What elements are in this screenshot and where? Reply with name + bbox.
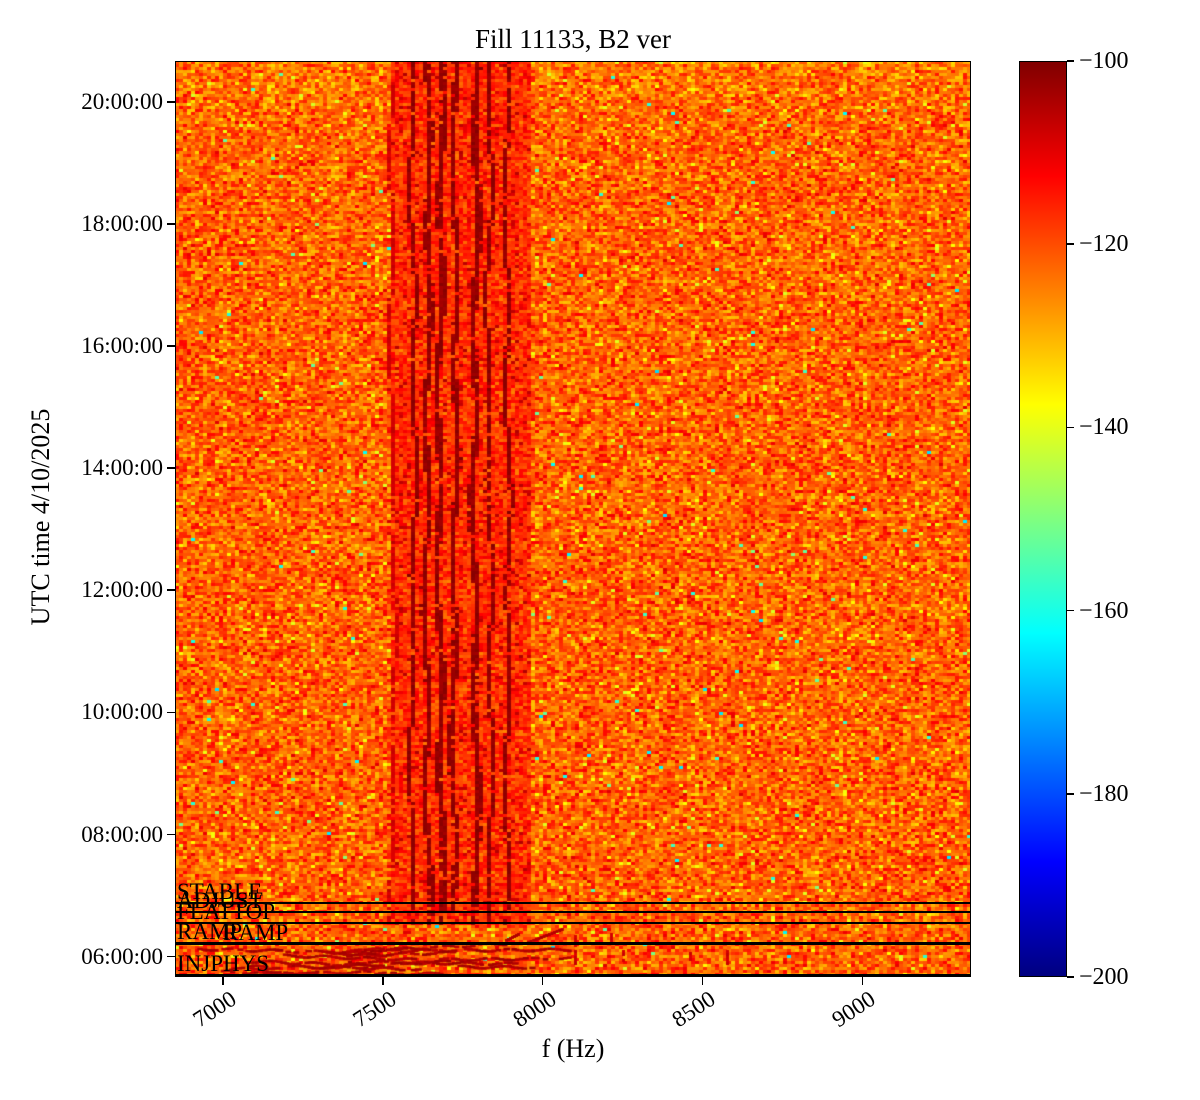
beam-mode-line-stable bbox=[175, 901, 971, 904]
y-axis-tick-mark bbox=[167, 955, 175, 958]
y-axis-tick-label: 14:00:00 bbox=[81, 455, 163, 481]
y-axis-tick-label: 08:00:00 bbox=[81, 821, 163, 847]
x-axis-tick-mark bbox=[541, 977, 544, 985]
x-axis-label: f (Hz) bbox=[541, 1034, 605, 1063]
colorbar-tick-mark bbox=[1067, 60, 1074, 62]
colorbar-tick-mark bbox=[1067, 243, 1074, 245]
y-axis-tick-label: 18:00:00 bbox=[81, 210, 163, 236]
colorbar-tick-label: −120 bbox=[1079, 231, 1129, 258]
colorbar-tick-label: −200 bbox=[1079, 964, 1129, 990]
colorbar-tick-label: −180 bbox=[1079, 780, 1129, 807]
y-axis-tick-label: 12:00:00 bbox=[81, 577, 163, 603]
beam-mode-line-adjust bbox=[175, 910, 971, 913]
y-axis-tick-mark bbox=[167, 833, 175, 836]
y-axis-tick-mark bbox=[167, 100, 175, 103]
x-axis-tick-mark bbox=[222, 977, 224, 985]
colorbar-tick-mark bbox=[1067, 793, 1074, 795]
beam-mode-line-ramp bbox=[175, 943, 971, 946]
y-axis-tick-mark bbox=[167, 467, 175, 469]
colorbar-tick-label: −160 bbox=[1079, 597, 1129, 624]
beam-mode-label-ramp: RAMP bbox=[177, 919, 243, 945]
beam-mode-label-stable: STABLE bbox=[177, 878, 263, 904]
colorbar-tick-label: −100 bbox=[1079, 48, 1129, 74]
beam-mode-label-flattop: FLATTOP bbox=[177, 899, 275, 925]
y-axis-tick-label: 20:00:00 bbox=[81, 88, 163, 114]
beam-mode-line-ramp bbox=[175, 942, 971, 945]
colorbar bbox=[1019, 61, 1067, 977]
y-axis-tick-label: 06:00:00 bbox=[81, 943, 163, 969]
y-axis-tick-mark bbox=[167, 223, 175, 225]
x-axis-tick-mark bbox=[861, 977, 864, 985]
figure-title: Fill 11133, B2 ver bbox=[474, 24, 671, 54]
colorbar-tick-mark bbox=[1067, 976, 1074, 978]
y-axis-tick-mark bbox=[167, 711, 175, 714]
colorbar-tick-mark bbox=[1067, 426, 1074, 429]
beam-mode-line-injphys bbox=[175, 973, 971, 976]
colorbar-tick-mark bbox=[1067, 609, 1074, 612]
y-axis-tick-mark bbox=[167, 589, 175, 592]
colorbar-tick-label: −140 bbox=[1079, 414, 1129, 441]
beam-mode-label-adjust: ADJUST bbox=[177, 887, 263, 913]
x-axis-tick-mark bbox=[381, 977, 384, 985]
y-axis-tick-mark bbox=[167, 345, 175, 347]
beam-mode-line-flattop bbox=[175, 922, 971, 925]
y-axis-tick-label: 16:00:00 bbox=[81, 332, 163, 358]
beam-mode-label-injphys: INJPHYS bbox=[177, 950, 270, 976]
spectrogram-heatmap bbox=[175, 61, 971, 977]
beam-mode-label-ramp: RAMP bbox=[223, 920, 289, 946]
x-axis-tick-mark bbox=[701, 977, 704, 985]
y-axis-tick-label: 10:00:00 bbox=[81, 699, 163, 725]
